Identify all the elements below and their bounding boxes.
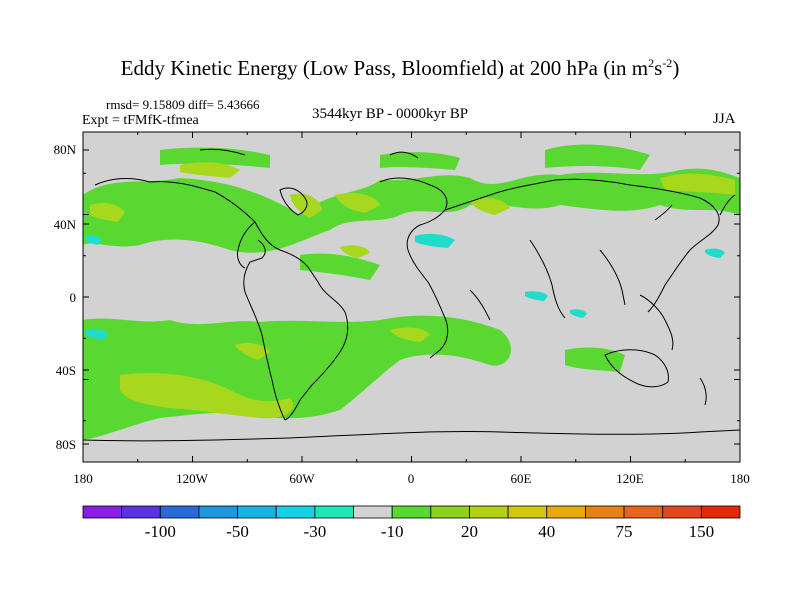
plot-title: Eddy Kinetic Energy (Low Pass, Bloomfiel…	[120, 56, 680, 80]
negative-anomaly-regions	[85, 233, 725, 340]
colorbar-swatch	[237, 505, 277, 519]
colorbar-label: -10	[380, 522, 404, 541]
colorbar-swatch	[546, 505, 586, 519]
lon-tick-label: 0	[407, 471, 415, 486]
green-region	[160, 147, 270, 168]
cyan-region	[525, 291, 548, 301]
yellowgreen-region	[90, 202, 125, 222]
green-region	[380, 152, 460, 170]
lat-tick-label: 0	[69, 290, 77, 305]
lon-tick-label: 180	[730, 471, 750, 486]
colorbar-swatch	[623, 505, 664, 519]
yellowgreen-region	[235, 342, 270, 360]
colorbar-swatch	[82, 505, 123, 519]
yellowgreen-region	[660, 173, 735, 195]
cyan-region	[415, 233, 455, 248]
experiment-label: Expt = tFMfK-tfmea	[82, 113, 199, 128]
colorbar-swatch	[700, 505, 741, 519]
colorbar	[82, 505, 741, 519]
period-label: 3544kyr BP - 0000kyr BP	[312, 106, 469, 122]
cyan-region	[85, 328, 108, 340]
colorbar-label: -30	[303, 522, 327, 541]
colorbar-label: -100	[144, 522, 176, 541]
yellowgreen-region	[120, 373, 294, 419]
yellowgreen-region	[390, 327, 430, 342]
green-region	[545, 144, 650, 170]
lon-tick-label: 60E	[510, 471, 532, 486]
colorbar-swatch	[353, 505, 393, 519]
lon-tick-label: 120E	[616, 471, 644, 486]
colorbar-swatch	[159, 505, 200, 519]
colorbar-swatch	[275, 505, 316, 519]
axis-ticks	[82, 131, 741, 463]
colorbar-swatch	[430, 505, 470, 519]
colorbar-swatch	[121, 505, 161, 519]
colorbar-label: -50	[226, 522, 249, 541]
colorbar-label: 40	[538, 522, 556, 541]
coastlines	[83, 148, 740, 442]
colorbar-swatch	[585, 505, 625, 519]
lat-tick-label: 80S	[55, 437, 76, 452]
colorbar-label: 20	[460, 522, 478, 541]
colorbar-swatch	[391, 505, 432, 519]
lon-tick-label: 60W	[289, 471, 315, 486]
lat-tick-label: 80N	[53, 142, 76, 157]
colorbar-swatch	[469, 505, 509, 519]
yellowgreen-region	[470, 197, 510, 215]
colorbar-swatch	[314, 505, 354, 519]
green-region	[300, 253, 380, 280]
cyan-region	[705, 248, 725, 258]
colorbar-swatch	[198, 505, 238, 519]
lat-tick-label: 40S	[55, 363, 76, 378]
strong-anomaly-regions	[90, 162, 735, 419]
green-region	[150, 321, 235, 361]
cyan-region	[85, 235, 102, 245]
lat-tick-label: 40N	[53, 217, 76, 232]
colorbar-label: 75	[615, 522, 633, 541]
yellowgreen-region	[335, 193, 380, 213]
stats-text: rmsd= 9.15809 diff= 5.43666	[106, 97, 260, 112]
lon-tick-label: 180	[73, 471, 93, 486]
yellowgreen-region	[290, 193, 322, 218]
colorbar-swatch	[507, 505, 548, 519]
colorbar-label: 150	[688, 522, 715, 541]
season-label: JJA	[713, 111, 736, 127]
green-region	[565, 347, 625, 372]
lon-tick-label: 120W	[176, 471, 208, 486]
colorbar-swatch	[662, 505, 702, 519]
yellowgreen-region	[180, 162, 240, 178]
map-field	[83, 132, 740, 462]
yellowgreen-region	[340, 245, 370, 258]
green-region	[83, 168, 740, 253]
cyan-region	[570, 309, 587, 318]
